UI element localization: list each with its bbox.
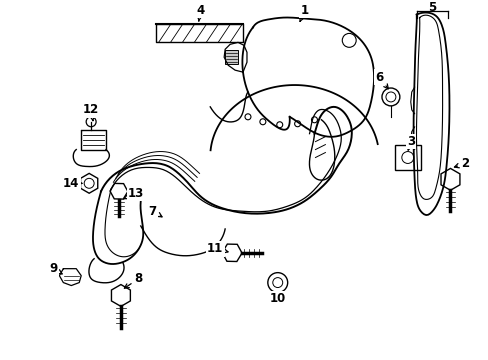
Text: 14: 14 bbox=[63, 177, 81, 190]
Text: 4: 4 bbox=[196, 4, 204, 21]
Text: 13: 13 bbox=[123, 187, 143, 200]
Text: 10: 10 bbox=[269, 292, 285, 305]
Text: 1: 1 bbox=[299, 4, 308, 21]
Text: 2: 2 bbox=[453, 157, 468, 170]
Text: 12: 12 bbox=[83, 103, 99, 121]
Text: 8: 8 bbox=[124, 272, 142, 288]
Text: 7: 7 bbox=[148, 204, 162, 217]
Text: 6: 6 bbox=[374, 71, 387, 89]
Circle shape bbox=[267, 273, 287, 293]
Polygon shape bbox=[224, 50, 238, 64]
Text: 9: 9 bbox=[49, 262, 62, 275]
Text: 3: 3 bbox=[406, 135, 414, 150]
Text: 11: 11 bbox=[207, 242, 227, 255]
FancyBboxPatch shape bbox=[394, 145, 420, 170]
Text: 5: 5 bbox=[427, 1, 436, 14]
Circle shape bbox=[381, 88, 399, 106]
